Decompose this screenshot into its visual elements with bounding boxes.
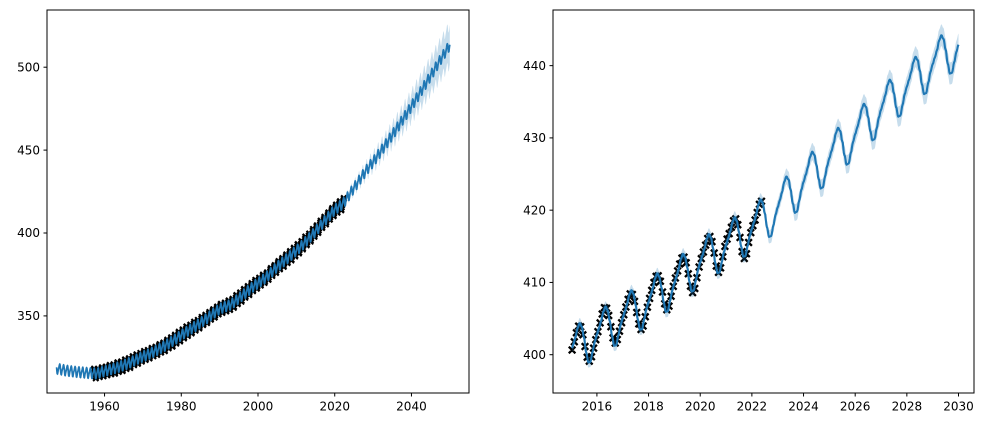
y-tick-label: 450: [17, 143, 40, 157]
x-tick-label: 2030: [943, 400, 974, 414]
y-tick-label: 440: [523, 59, 546, 73]
x-tick-label: 2020: [685, 400, 716, 414]
model-forecast-line: [571, 34, 960, 364]
x-axis: 2016 2018 2020 2022 2024 2026 2028 2030: [582, 393, 974, 414]
y-tick-label: 350: [17, 309, 40, 323]
plot-border: [46, 9, 470, 394]
y-tick-label: 420: [523, 203, 546, 217]
x-tick-label: 2028: [892, 400, 923, 414]
x-tick-label: 1980: [166, 400, 197, 414]
y-tick-label: 400: [17, 226, 40, 240]
plot-border: [552, 9, 975, 394]
right-chart: 2016 2018 2020 2022 2024 2026 2028 2030 400 410 42…: [523, 9, 975, 414]
confidence-band: [572, 24, 959, 368]
model-forecast-line: [55, 42, 451, 380]
confidence-band: [56, 24, 450, 381]
observed-x-markers: [90, 194, 348, 382]
y-axis: 350 400 450 500: [17, 60, 47, 323]
x-tick-label: 2024: [788, 400, 819, 414]
y-axis: 400 410 420 430 440: [523, 59, 553, 362]
x-tick-label: 1960: [89, 400, 120, 414]
x-tick-label: 2016: [582, 400, 613, 414]
x-tick-label: 2040: [396, 400, 427, 414]
y-tick-label: 410: [523, 276, 546, 290]
y-tick-label: 500: [17, 60, 40, 74]
left-chart: 1960 1980 2000 2020 2040 350 400 450 500: [17, 9, 470, 414]
y-tick-label: 400: [523, 348, 546, 362]
x-tick-label: 2022: [737, 400, 768, 414]
x-tick-label: 2000: [243, 400, 274, 414]
x-tick-label: 2020: [319, 400, 350, 414]
x-axis: 1960 1980 2000 2020 2040: [89, 393, 427, 414]
y-tick-label: 430: [523, 131, 546, 145]
x-tick-label: 2026: [840, 400, 871, 414]
x-tick-label: 2018: [633, 400, 664, 414]
